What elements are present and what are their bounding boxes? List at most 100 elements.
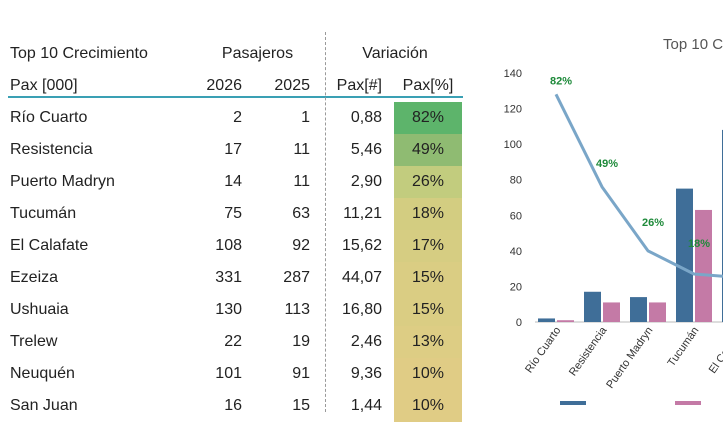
pct-cell-bg xyxy=(394,230,462,262)
legend-swatch-2026 xyxy=(560,401,586,405)
bar-2026 xyxy=(676,188,693,322)
x-tick-label: Río Cuarto xyxy=(523,325,563,375)
pct-cell-bg xyxy=(394,102,462,134)
row-2025: 15 xyxy=(292,397,310,414)
bar-2026 xyxy=(538,318,555,322)
col-header-abs: Pax[#] xyxy=(336,77,382,94)
row-2026: 2 xyxy=(233,109,242,126)
row-name: Puerto Madryn xyxy=(10,173,115,190)
growth-line-path xyxy=(554,93,723,278)
x-tick-label: Tucumán xyxy=(666,325,702,369)
col-header-2026: 2026 xyxy=(206,77,242,94)
y-tick-label: 80 xyxy=(510,175,522,187)
row-pct: 26% xyxy=(411,173,445,190)
chart-title: Top 10 C xyxy=(663,36,723,53)
column-divider xyxy=(325,32,326,412)
row-2026: 108 xyxy=(215,237,242,254)
growth-line: 82% 49% 26% 18% xyxy=(550,75,723,278)
x-tick-label: Resistencia xyxy=(567,324,610,378)
row-name: Río Cuarto xyxy=(10,109,88,126)
bar-2025 xyxy=(695,209,712,322)
bar-2025 xyxy=(557,320,574,322)
row-name: San Juan xyxy=(10,397,78,414)
row-name: Neuquén xyxy=(10,365,75,382)
y-tick-label: 60 xyxy=(510,210,522,222)
table-title: Top 10 Crecimiento xyxy=(10,45,148,62)
row-2025: 91 xyxy=(292,365,310,382)
pasajeros-header: Pasajeros xyxy=(221,45,294,62)
row-abs: 2,46 xyxy=(350,333,382,350)
row-2026: 16 xyxy=(224,397,242,414)
row-pct: 82% xyxy=(411,109,445,126)
row-abs: 5,46 xyxy=(350,141,382,158)
growth-label: 26% xyxy=(642,217,664,229)
row-abs: 0,88 xyxy=(350,109,382,126)
pct-cell-bg xyxy=(394,358,462,390)
pct-cell-bg xyxy=(394,134,462,166)
row-2025: 113 xyxy=(284,301,310,318)
row-2025: 1 xyxy=(301,109,310,126)
growth-label: 18% xyxy=(688,238,710,250)
row-name: Ezeiza xyxy=(10,269,59,286)
col-header-2025: 2025 xyxy=(274,77,310,94)
row-pct: 49% xyxy=(411,141,445,158)
growth-label: 82% xyxy=(550,75,572,87)
y-tick-label: 120 xyxy=(504,104,522,116)
row-abs: 11,21 xyxy=(343,205,382,222)
y-tick-label: 100 xyxy=(504,139,522,151)
row-2026: 17 xyxy=(224,141,242,158)
row-pct: 10% xyxy=(411,397,445,414)
row-2026: 130 xyxy=(215,301,242,318)
row-2025: 287 xyxy=(283,269,310,286)
y-tick-label: 20 xyxy=(510,281,522,293)
pct-cell-bg xyxy=(394,262,462,294)
row-2025: 63 xyxy=(292,205,310,222)
row-abs: 1,44 xyxy=(350,397,382,414)
row-name: Tucumán xyxy=(10,205,77,222)
pct-cell-bg xyxy=(394,294,462,326)
row-pct: 10% xyxy=(411,365,445,382)
row-2025: 11 xyxy=(293,173,310,190)
variacion-header: Variación xyxy=(362,45,428,62)
growth-table: Top 10 Crecimiento Pasajeros Variación P… xyxy=(8,32,463,422)
row-pct: 17% xyxy=(411,237,445,254)
row-abs: 15,62 xyxy=(341,237,382,254)
pct-cell-bg xyxy=(394,326,462,358)
bar-2026 xyxy=(630,297,647,322)
row-2025: 11 xyxy=(293,141,310,158)
row-name: El Calafate xyxy=(10,237,89,254)
growth-chart: Top 10 C 0 20 40 60 80 100 120 140 82% 49% 26% 18%… xyxy=(490,0,723,405)
col-header-pct: Pax[%] xyxy=(402,77,454,94)
y-tick-label: 40 xyxy=(510,246,522,258)
row-pct: 13% xyxy=(411,333,445,350)
row-pct: 18% xyxy=(411,205,445,222)
row-2026: 101 xyxy=(215,365,242,382)
x-tick-label: El Calafate xyxy=(707,325,723,376)
row-abs: 16,80 xyxy=(341,301,382,318)
row-abs: 44,07 xyxy=(341,269,382,286)
row-2026: 14 xyxy=(224,173,242,190)
legend-swatch-2025 xyxy=(675,401,701,405)
row-pct: 15% xyxy=(411,269,445,286)
row-pct: 15% xyxy=(411,301,445,318)
pct-cell-bg xyxy=(394,198,462,230)
bar-2026 xyxy=(584,291,601,322)
row-name: Resistencia xyxy=(10,141,93,158)
y-tick-label: 140 xyxy=(504,68,522,80)
col-header-name: Pax [000] xyxy=(10,77,78,94)
row-2025: 19 xyxy=(292,333,310,350)
x-tick-label: Puerto Madryn xyxy=(604,325,655,391)
row-name: Ushuaia xyxy=(10,301,69,318)
pct-cell-bg xyxy=(394,166,462,198)
row-abs: 2,90 xyxy=(350,173,382,190)
header-underline xyxy=(8,96,463,98)
row-2026: 331 xyxy=(215,269,242,286)
bar-2025 xyxy=(603,302,620,322)
y-tick-label: 0 xyxy=(516,317,522,329)
row-name: Trelew xyxy=(10,333,58,350)
bar-2025 xyxy=(649,302,666,322)
row-2026: 22 xyxy=(224,333,242,350)
growth-label: 49% xyxy=(596,158,618,170)
row-abs: 9,36 xyxy=(350,365,382,382)
